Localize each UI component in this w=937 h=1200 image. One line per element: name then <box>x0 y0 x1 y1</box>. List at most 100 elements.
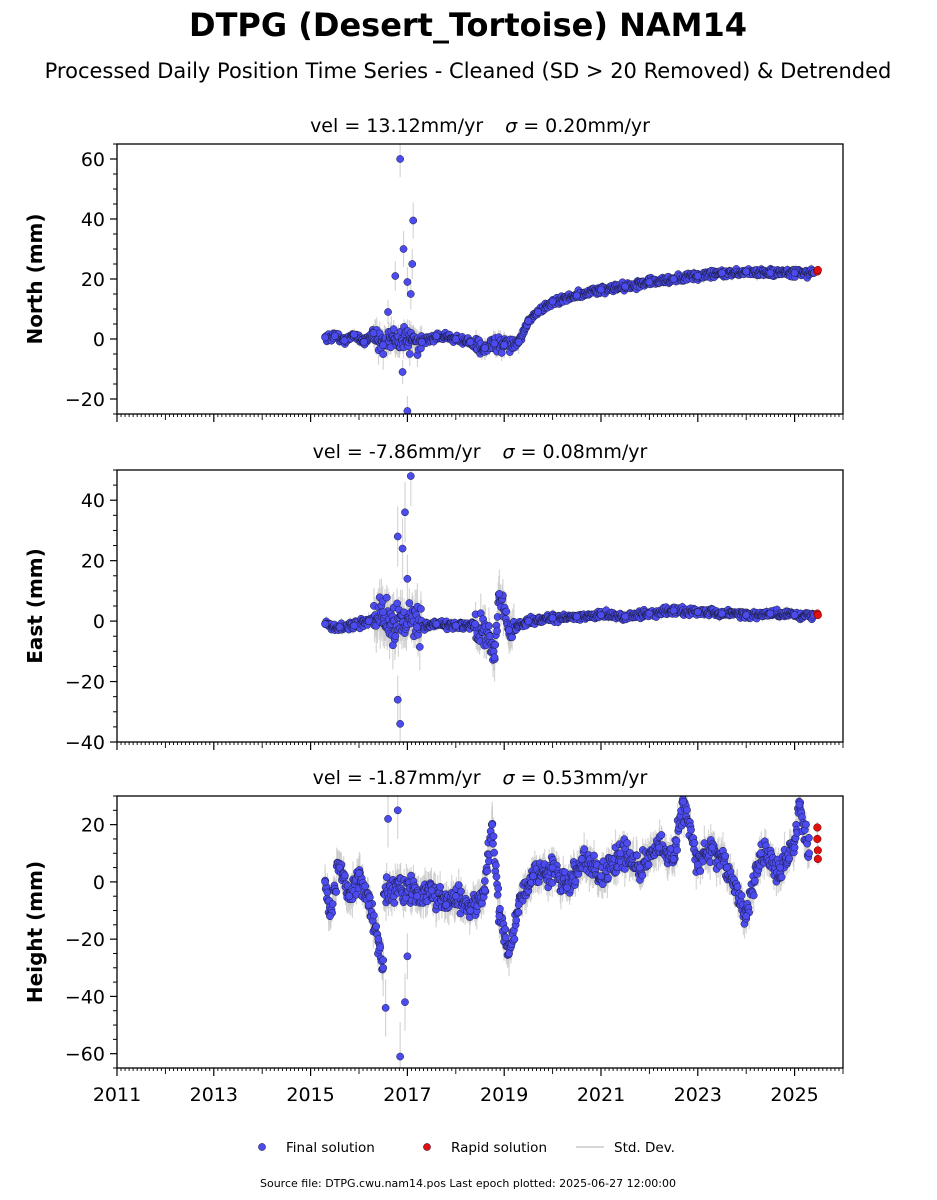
final-solution-point <box>548 297 557 306</box>
final-solution-point <box>508 633 516 642</box>
final-solution-point <box>432 332 441 340</box>
final-solution-point <box>413 623 421 632</box>
final-solution-point <box>379 341 388 349</box>
final-solution-point <box>321 620 329 628</box>
final-solution-point <box>408 260 417 268</box>
sigma-symbol: σ <box>503 441 516 463</box>
final-solution-point <box>330 332 339 340</box>
final-solution-point <box>332 888 341 896</box>
y-axis-label: Height (mm) <box>23 861 47 1003</box>
plot-frame <box>116 143 844 415</box>
final-solution-point <box>415 643 424 651</box>
final-solution-point <box>372 922 381 931</box>
y-tick-label: −20 <box>65 672 105 694</box>
final-solution-point <box>396 720 404 728</box>
final-solution-point <box>480 344 489 352</box>
final-solution-point <box>693 608 702 616</box>
panel-subtitle: vel = 13.12mm/yr σ = 0.20mm/yr <box>310 115 650 137</box>
final-solution-point <box>382 873 391 881</box>
final-solution-point <box>393 532 402 541</box>
final-solution-point <box>403 407 412 414</box>
final-solution-point <box>742 611 751 619</box>
sigma-value: = 0.53mm/yr <box>521 767 648 789</box>
final-solution-point <box>321 333 329 342</box>
final-solution-point <box>669 606 678 615</box>
plot-area <box>321 470 822 742</box>
final-solution-point <box>389 641 397 650</box>
final-solution-point <box>432 620 441 628</box>
y-tick-label: 20 <box>81 269 105 291</box>
final-solution-point <box>370 911 378 920</box>
final-solution-point <box>500 341 509 349</box>
final-solution-point <box>396 155 404 163</box>
y-tick-label: 0 <box>93 611 105 633</box>
final-solution-point <box>742 267 751 276</box>
final-solution-point <box>393 695 402 704</box>
final-solution-point <box>495 590 504 598</box>
figure-title: DTPG (Desert_Tortoise) NAM14 <box>189 6 747 44</box>
final-solution-point <box>403 278 412 286</box>
y-tick-label: 20 <box>81 551 105 573</box>
y-axis-label: North (mm) <box>23 213 47 344</box>
final-solution-point <box>382 593 391 602</box>
final-solution-point <box>379 956 388 964</box>
final-solution-point <box>398 544 407 553</box>
y-tick-label: 60 <box>81 149 105 171</box>
final-solution-point <box>379 350 388 359</box>
final-solution-point <box>418 338 426 346</box>
final-solution-point <box>340 336 349 345</box>
velocity-text: vel = -1.87mm/yr <box>313 767 481 789</box>
plot-area <box>321 796 822 1068</box>
final-solution-point <box>621 282 630 291</box>
final-solution-point <box>490 653 499 662</box>
panel-subtitle: vel = -7.86mm/yr σ = 0.08mm/yr <box>313 441 648 463</box>
rapid-solution-point <box>813 265 822 275</box>
final-solution-point <box>369 329 378 337</box>
plot-area <box>321 144 822 414</box>
final-solution-point <box>766 609 775 618</box>
velocity-text: vel = 13.12mm/yr <box>310 115 483 137</box>
sigma-symbol: σ <box>503 767 516 789</box>
final-solution-point <box>328 900 337 908</box>
final-solution-point <box>493 627 501 635</box>
final-solution-point <box>621 612 630 621</box>
final-solution-point <box>597 285 605 294</box>
final-solution-point <box>451 621 460 630</box>
final-solution-point <box>597 611 605 619</box>
final-solution-point <box>451 335 460 343</box>
final-solution-point <box>502 607 511 616</box>
sigma-value: = 0.08mm/yr <box>521 441 648 463</box>
sigma-symbol: σ <box>505 115 518 137</box>
final-solution-point <box>417 605 425 613</box>
final-solution-point <box>376 943 385 952</box>
panel-east: vel = -7.86mm/yr σ = 0.08mm/yr East (mm) −40… <box>23 441 844 754</box>
final-solution-point <box>524 317 533 325</box>
final-solution-point <box>471 620 480 628</box>
final-solution-point <box>384 308 392 316</box>
figure-subtitle: Processed Daily Position Time Series - C… <box>45 59 892 83</box>
final-solution-point <box>790 611 799 619</box>
final-solution-point <box>409 216 418 225</box>
final-solution-point <box>361 882 370 891</box>
final-solution-point <box>405 599 414 607</box>
final-solution-point <box>403 574 412 583</box>
panel-north: vel = 13.12mm/yr σ = 0.20mm/yr North (mm) −2… <box>23 115 844 422</box>
final-solution-point <box>718 609 726 618</box>
final-solution-point <box>335 623 344 632</box>
final-solution-point <box>406 290 415 298</box>
final-solution-point <box>364 617 373 625</box>
panel-subtitle: vel = -1.87mm/yr σ = 0.53mm/yr <box>313 767 648 789</box>
final-solution-point <box>524 617 533 625</box>
final-solution-point <box>379 608 388 616</box>
final-solution-point <box>359 338 368 346</box>
final-solution-point <box>572 612 581 621</box>
y-tick-label: 0 <box>93 329 105 351</box>
final-solution-point <box>405 350 414 358</box>
final-solution-point <box>572 291 581 300</box>
final-solution-point <box>401 508 409 517</box>
final-solution-point <box>548 614 557 622</box>
final-solution-point <box>350 330 359 339</box>
final-solution-point <box>390 899 399 907</box>
